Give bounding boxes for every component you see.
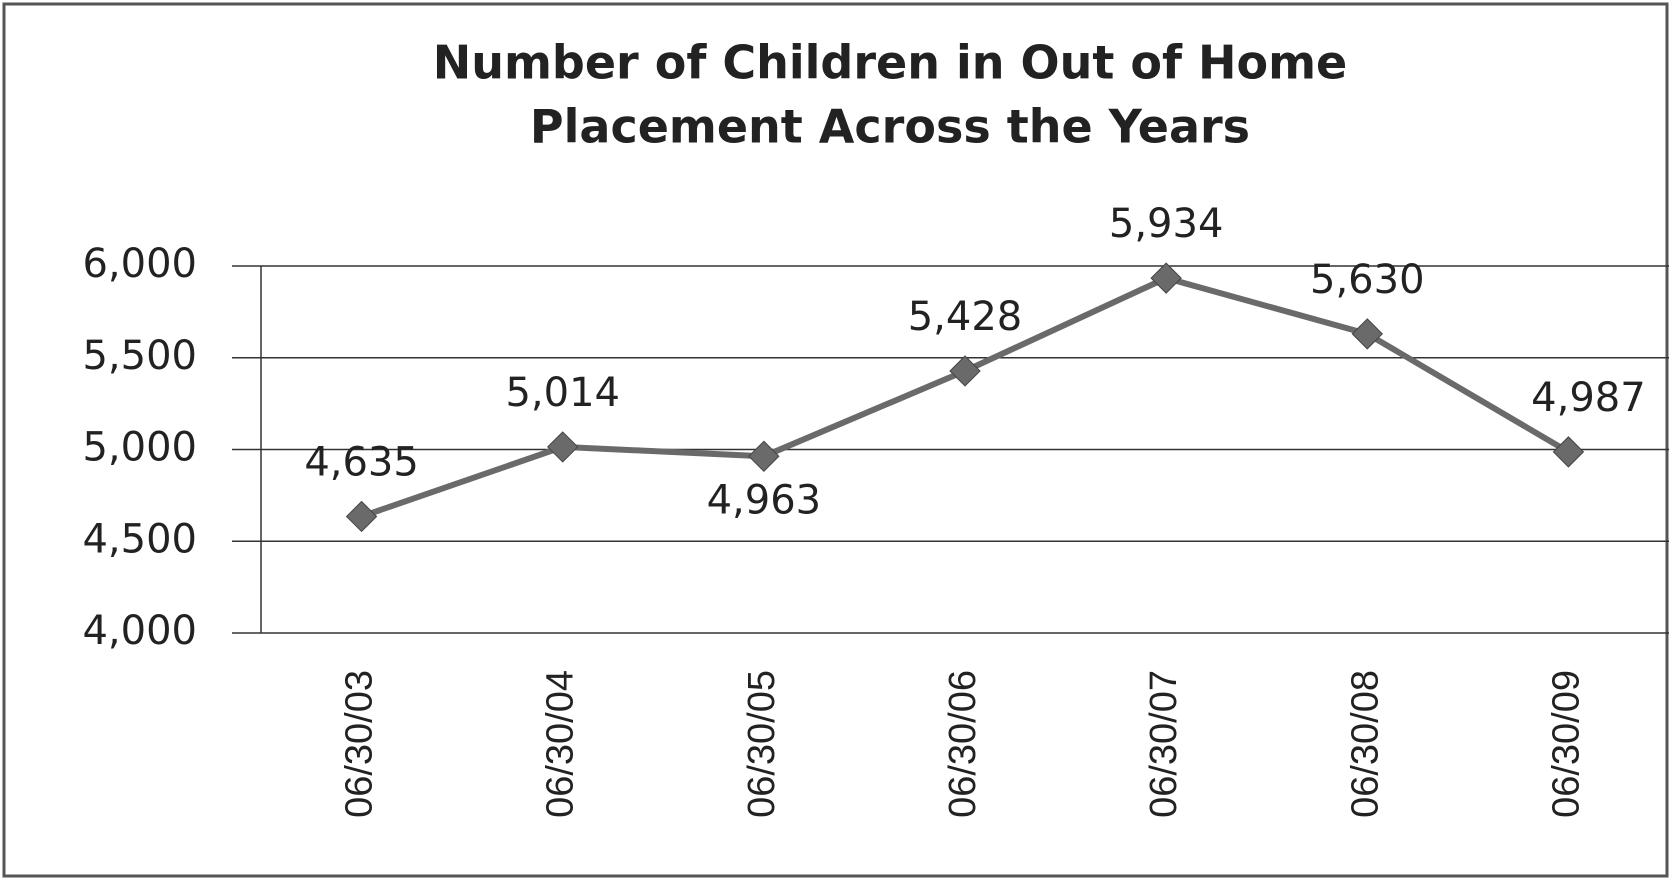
data-label: 5,934 [1109, 201, 1224, 247]
chart-title-line-2: Placement Across the Years [530, 100, 1250, 154]
data-label: 4,635 [304, 439, 419, 485]
data-label: 5,014 [505, 370, 620, 416]
x-tick-label: 06/30/09 [1545, 670, 1587, 818]
chart-title-line-1: Number of Children in Out of Home [433, 36, 1348, 90]
data-marker [1552, 436, 1585, 468]
y-tick-label: 4,000 [82, 608, 197, 654]
y-tick-label: 4,500 [82, 516, 197, 562]
data-marker [547, 431, 579, 463]
data-label: 4,987 [1531, 375, 1646, 421]
data-marker [1150, 262, 1182, 294]
data-marker [345, 500, 378, 533]
y-tick-label: 5,500 [82, 333, 197, 379]
data-label: 5,630 [1310, 257, 1425, 303]
data-label: 4,963 [707, 477, 822, 523]
x-tick-label: 06/30/03 [339, 670, 381, 818]
data-label: 5,428 [908, 294, 1023, 340]
x-tick-label: 06/30/08 [1344, 670, 1386, 818]
y-tick-label: 6,000 [82, 241, 197, 287]
data-marker [949, 355, 981, 387]
x-tick-label: 06/30/05 [741, 670, 783, 818]
x-tick-label: 06/30/04 [540, 670, 582, 818]
y-tick-label: 5,000 [82, 425, 197, 471]
x-tick-label: 06/30/06 [942, 670, 984, 818]
data-marker [1351, 318, 1383, 350]
data-marker [748, 440, 780, 472]
x-tick-label: 06/30/07 [1143, 670, 1185, 818]
